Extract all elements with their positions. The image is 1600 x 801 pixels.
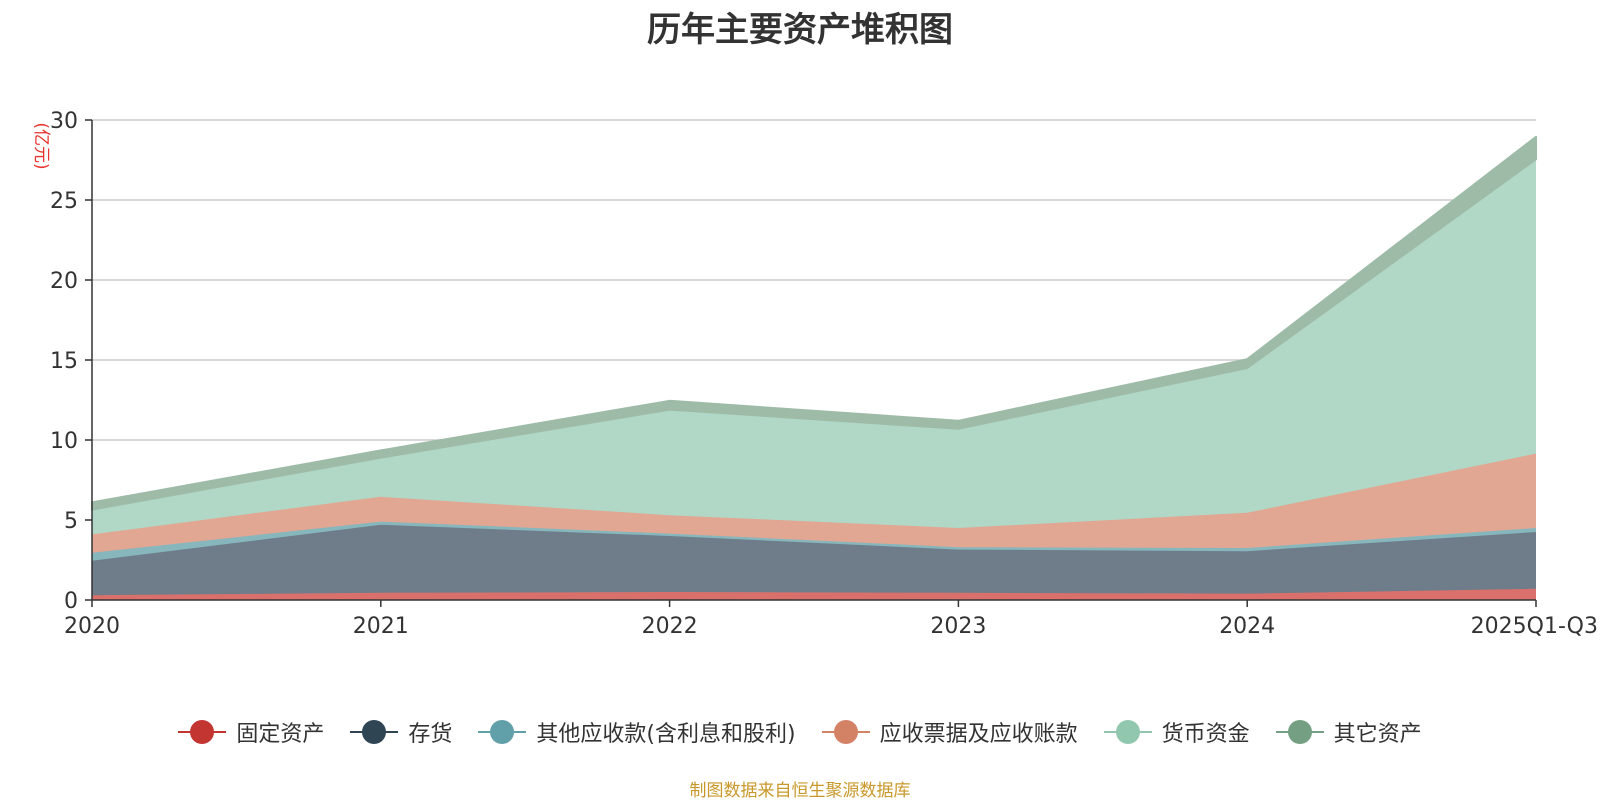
legend-label: 货币资金 — [1161, 722, 1250, 747]
legend-item[interactable]: 其他应收款(含利息和股利) — [478, 716, 796, 748]
legend-label: 应收票据及应收账款 — [879, 722, 1078, 747]
area-edge-2 — [91, 520, 1537, 554]
x-tick-label: 2020 — [64, 614, 120, 639]
area-5 — [91, 135, 1537, 511]
x-tick-label: 2025Q1-Q3 — [1471, 614, 1598, 639]
legend-dot — [833, 720, 858, 744]
legend-item[interactable]: 固定资产 — [178, 716, 324, 748]
axis-layer: 0 5 10 15 20 25 30 2020 2021 2022 2023 2024 2025Q1-Q… — [50, 109, 1598, 639]
legend: 固定资产 存货 其他应收款(含利息和股利) 应收票据及应收账款 货币资金 其它资产 — [0, 716, 1600, 748]
legend-marker-icon — [821, 719, 870, 745]
x-tick-label: 2024 — [1219, 614, 1275, 639]
y-axis-unit-label: (亿元) — [31, 122, 51, 169]
legend-item[interactable]: 其它资产 — [1275, 716, 1422, 748]
x-tick-label: 2021 — [353, 614, 409, 639]
legend-label: 其他应收款(含利息和股利) — [536, 722, 796, 747]
legend-marker-icon — [1275, 719, 1324, 745]
legend-marker-icon — [478, 719, 527, 745]
legend-marker-icon — [1103, 719, 1152, 745]
x-tick-label: 2023 — [930, 614, 986, 639]
legend-dot — [1287, 720, 1312, 744]
legend-marker-icon — [350, 719, 399, 745]
y-tick-label: 0 — [64, 589, 78, 614]
legend-dot — [190, 720, 215, 744]
area-1 — [92, 524, 1536, 596]
y-tick-label: 10 — [50, 429, 78, 454]
legend-dot — [1115, 720, 1140, 744]
legend-dot — [362, 720, 387, 744]
x-tick-label: 2022 — [642, 614, 698, 639]
area-3 — [92, 453, 1536, 553]
area-edge-0 — [91, 587, 1537, 597]
legend-label: 其它资产 — [1333, 722, 1422, 747]
y-tick-label: 30 — [50, 109, 78, 134]
source-note: 制图数据来自恒生聚源数据库 — [689, 781, 911, 801]
area-4 — [92, 159, 1536, 535]
legend-label: 存货 — [408, 722, 453, 747]
legend-label: 固定资产 — [236, 722, 325, 747]
chart-title: 历年主要资产堆积图 — [647, 10, 953, 50]
y-tick-label: 5 — [64, 509, 78, 534]
legend-marker-icon — [178, 719, 227, 745]
legend-item[interactable]: 应收票据及应收账款 — [821, 716, 1078, 748]
y-tick-label: 15 — [50, 349, 78, 374]
area-0 — [92, 588, 1536, 600]
y-tick-label: 25 — [50, 189, 78, 214]
area-layer — [91, 135, 1537, 600]
legend-dot — [490, 720, 515, 744]
legend-item[interactable]: 存货 — [350, 716, 452, 748]
y-tick-label: 20 — [50, 269, 78, 294]
legend-item[interactable]: 货币资金 — [1103, 716, 1250, 748]
